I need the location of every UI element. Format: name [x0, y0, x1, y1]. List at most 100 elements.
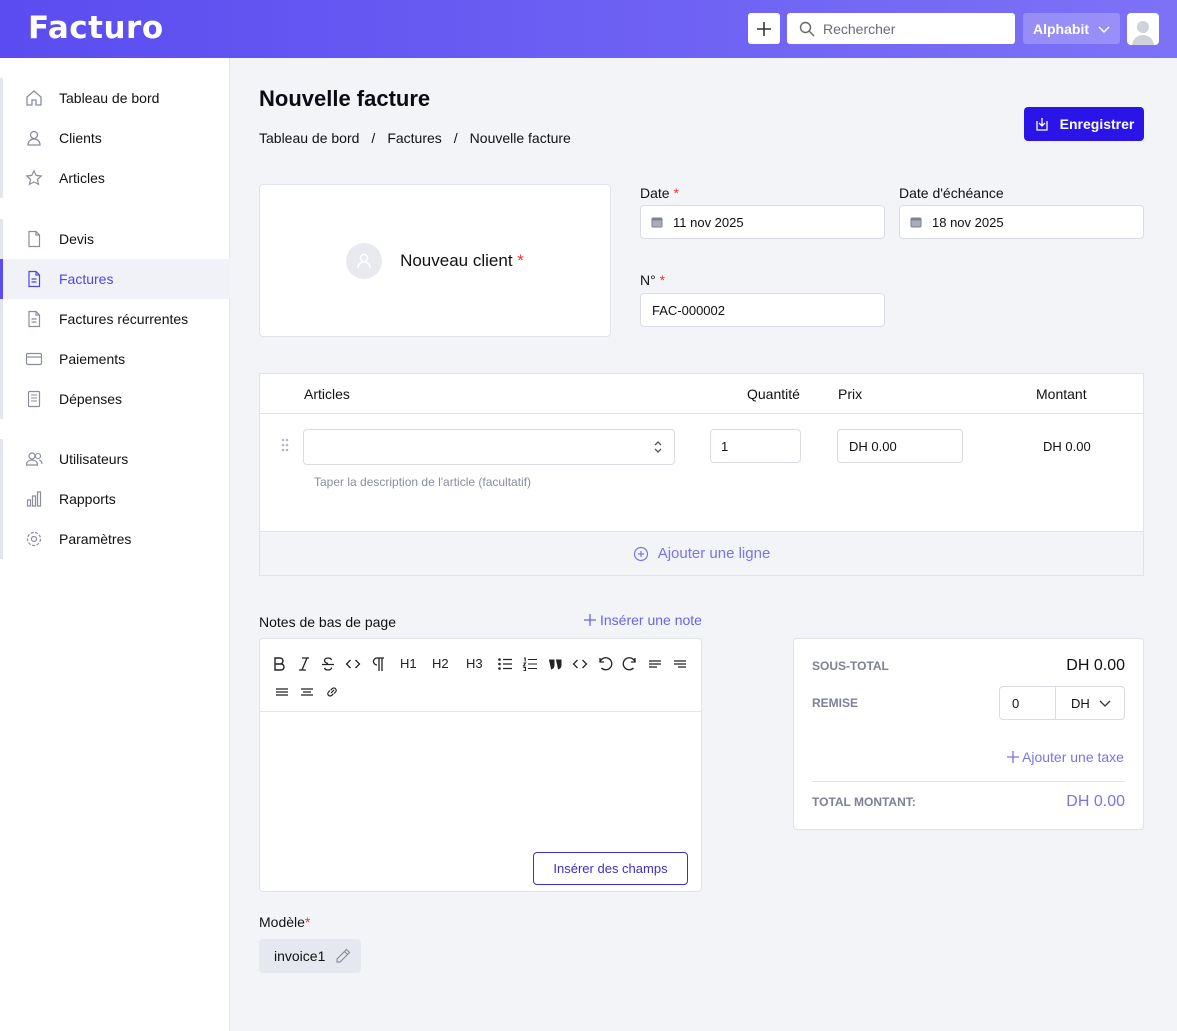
discount-unit-value: DH	[1071, 695, 1090, 711]
sidebar-item-recurring-invoices[interactable]: Factures récurrentes	[3, 299, 230, 339]
align-center-icon[interactable]	[300, 684, 314, 700]
article-select[interactable]	[303, 429, 675, 465]
invoice-number-value: FAC-000002	[652, 302, 725, 318]
breadcrumb-item-dashboard[interactable]: Tableau de bord	[259, 130, 360, 146]
editor-toolbar: H1 H2 H3	[260, 639, 701, 712]
template-label: Modèle*	[259, 914, 310, 930]
plus-icon	[584, 614, 596, 626]
column-header-quantity: Quantité	[747, 386, 800, 402]
sidebar-item-label: Factures récurrentes	[59, 311, 189, 327]
home-icon	[25, 89, 43, 107]
template-selector[interactable]: invoice1	[259, 939, 361, 973]
items-table: Articles Quantité Prix Montant Taper la …	[259, 373, 1144, 576]
sidebar-item-label: Rapports	[59, 491, 116, 507]
bullet-list-icon[interactable]	[497, 656, 513, 672]
align-left-icon[interactable]	[648, 656, 662, 672]
invoice-icon	[25, 270, 43, 288]
top-bar: Facturo Alphabit	[0, 0, 1177, 58]
insert-fields-button[interactable]: Insérer des champs	[533, 852, 688, 885]
sidebar-item-label: Clients	[59, 130, 102, 146]
date-field[interactable]: 11 nov 2025	[640, 205, 885, 239]
heading-3-button[interactable]: H3	[466, 656, 483, 671]
add-tax-button[interactable]: Ajouter une taxe	[1006, 749, 1124, 765]
quick-add-button[interactable]	[748, 13, 780, 44]
required-mark: *	[659, 272, 666, 288]
total-value: DH 0.00	[1066, 793, 1125, 810]
discount-input[interactable]: 0	[999, 686, 1056, 720]
pencil-icon	[336, 948, 351, 963]
totals-panel: SOUS-TOTAL DH 0.00 REMISE 0 DH Ajouter u…	[793, 638, 1144, 830]
app-logo[interactable]: Facturo	[28, 10, 164, 46]
article-description-input[interactable]: Taper la description de l'article (facul…	[314, 475, 532, 489]
search-icon	[799, 21, 815, 36]
invoice-number-field[interactable]: FAC-000002	[640, 293, 885, 327]
sidebar-item-users[interactable]: Utilisateurs	[3, 439, 230, 479]
discount-unit-select[interactable]: DH	[1055, 686, 1125, 720]
sidebar-item-devis[interactable]: Devis	[3, 219, 230, 259]
credit-card-icon	[25, 350, 43, 368]
sidebar-item-payments[interactable]: Paiements	[3, 339, 230, 379]
paragraph-icon[interactable]	[371, 656, 385, 672]
total-label: TOTAL MONTANT:	[812, 795, 916, 809]
sidebar-item-articles[interactable]: Articles	[3, 158, 230, 198]
align-justify-icon[interactable]	[275, 684, 289, 700]
line-amount: DH 0.00	[1043, 439, 1091, 454]
search-input[interactable]	[823, 20, 1003, 37]
column-header-price: Prix	[838, 386, 863, 402]
strikethrough-icon[interactable]	[320, 656, 336, 672]
gear-icon	[25, 530, 43, 548]
due-date-field[interactable]: 18 nov 2025	[899, 205, 1144, 239]
sidebar-item-label: Devis	[59, 231, 95, 247]
bold-icon[interactable]	[272, 656, 286, 672]
totals-divider	[812, 781, 1125, 782]
sidebar-item-clients[interactable]: Clients	[3, 118, 230, 158]
required-mark: *	[517, 250, 524, 270]
sidebar-item-factures[interactable]: Factures	[0, 259, 230, 299]
align-right-icon[interactable]	[673, 656, 687, 672]
heading-1-button[interactable]: H1	[400, 656, 417, 671]
italic-icon[interactable]	[296, 656, 312, 672]
breadcrumb-item-invoices[interactable]: Factures	[387, 130, 442, 146]
sidebar-item-dashboard[interactable]: Tableau de bord	[3, 78, 230, 118]
quantity-input[interactable]: 1	[710, 429, 801, 463]
required-mark: *	[673, 185, 679, 201]
ordered-list-icon[interactable]	[522, 656, 538, 672]
heading-2-button[interactable]: H2	[432, 656, 449, 671]
save-button-label: Enregistrer	[1059, 116, 1135, 132]
required-mark: *	[304, 914, 311, 930]
client-label: Nouveau client *	[400, 251, 524, 271]
date-value: 11 nov 2025	[673, 214, 744, 230]
redo-icon[interactable]	[622, 656, 638, 672]
sidebar-item-expenses[interactable]: Dépenses	[3, 379, 230, 419]
insert-note-button[interactable]: Insérer une note	[583, 612, 702, 628]
recurring-invoice-icon	[25, 310, 43, 328]
breadcrumb: Tableau de bord / Factures / Nouvelle fa…	[259, 130, 571, 146]
sidebar-item-settings[interactable]: Paramètres	[3, 519, 230, 559]
price-input[interactable]: DH 0.00	[837, 429, 963, 463]
breadcrumb-item-current: Nouvelle facture	[469, 130, 571, 146]
breadcrumb-separator: /	[371, 130, 376, 146]
receipt-icon	[25, 390, 43, 408]
plus-icon	[1007, 751, 1019, 763]
code-icon[interactable]	[345, 656, 361, 672]
star-icon	[25, 169, 43, 187]
due-date-label: Date d'échéance	[899, 185, 1004, 201]
drag-handle-icon[interactable]	[280, 438, 290, 457]
undo-icon[interactable]	[597, 656, 613, 672]
add-tax-label: Ajouter une taxe	[1022, 749, 1124, 765]
blockquote-icon[interactable]	[547, 656, 563, 672]
sidebar: Tableau de bord Clients Articles Devis F…	[0, 58, 230, 1031]
template-value: invoice1	[274, 948, 326, 964]
avatar-icon	[1132, 21, 1154, 45]
add-line-button[interactable]: Ajouter une ligne	[260, 531, 1143, 575]
save-button[interactable]: Enregistrer	[1024, 107, 1144, 141]
page-title: Nouvelle facture	[259, 86, 431, 111]
code-block-icon[interactable]	[572, 656, 588, 672]
search-box[interactable]	[787, 13, 1015, 44]
client-selector[interactable]: Nouveau client *	[259, 184, 611, 337]
user-avatar[interactable]	[1127, 13, 1159, 45]
link-icon[interactable]	[325, 684, 339, 700]
company-switcher[interactable]: Alphabit	[1023, 13, 1120, 44]
column-header-amount: Montant	[1036, 386, 1087, 402]
sidebar-item-reports[interactable]: Rapports	[3, 479, 230, 519]
